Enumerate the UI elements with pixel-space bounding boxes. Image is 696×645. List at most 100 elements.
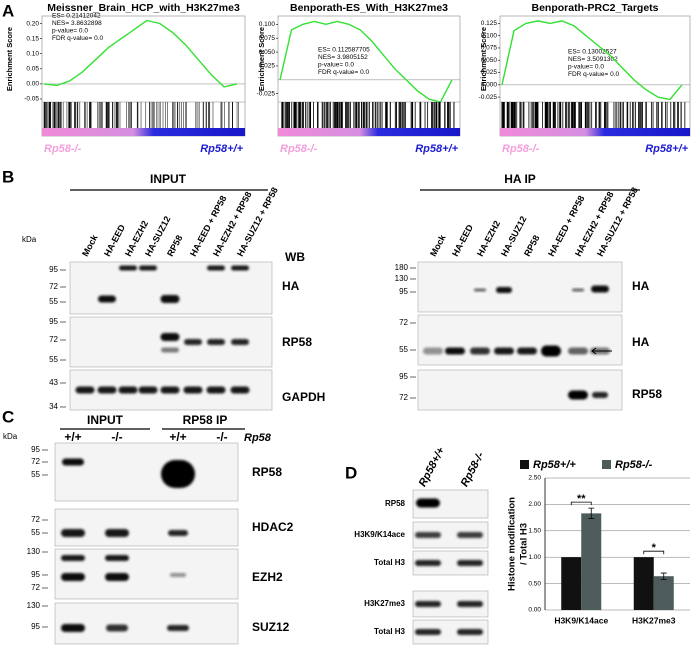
sig-bracket (643, 550, 665, 555)
lane-label: Rp58-/- (459, 450, 487, 489)
lane-label: +/+ (169, 430, 186, 444)
error-bar (660, 572, 667, 580)
stat-line: FDR q-value= 0.0 (318, 69, 370, 76)
lane-label: Mock (80, 232, 100, 258)
gsea-title: Meissner_Brain_HCP_with_H3K27me3 (47, 2, 240, 14)
lane-label: +/+ (64, 430, 81, 444)
mw-marker: 95 (31, 622, 40, 631)
stat-line: p-value= 0.0 (568, 64, 604, 71)
blot-label: Total H3 (374, 627, 406, 636)
error-bar (588, 507, 595, 520)
mw-marker: 95 (49, 317, 58, 326)
blot (417, 369, 623, 411)
group-label-pos: Rp58+/+ (415, 143, 458, 155)
lane-label: HA-SUZ12 + RP58 (595, 186, 640, 258)
lane-label: HA-EZH2 (475, 219, 502, 258)
band (119, 265, 137, 271)
band (105, 529, 129, 537)
lane-label: -/- (216, 430, 227, 444)
mw-marker: 130 (27, 547, 41, 556)
stat-line: ES= 0.13002527 (568, 49, 617, 56)
y-tick-label: 0.075 (259, 35, 276, 42)
band (415, 560, 441, 566)
y-tick-label: 0.50 (528, 580, 541, 587)
band (118, 386, 138, 394)
y-tick-label: 0.025 (481, 69, 498, 76)
band (231, 265, 249, 271)
legend-swatch (520, 460, 529, 469)
y-tick-label: 0.00 (528, 607, 541, 614)
panel-label: A (2, 1, 14, 20)
band (183, 386, 203, 394)
header: HA IP (504, 172, 536, 186)
stat-line: NES= 3.9805152 (318, 54, 368, 61)
y-tick-label: -0.025 (257, 90, 276, 97)
stat-line: p-value= 0.0 (52, 28, 88, 35)
mw-marker: 34 (49, 402, 58, 411)
mw-marker: 180 (395, 263, 409, 272)
band (167, 625, 189, 631)
mw-marker: 55 (31, 470, 40, 479)
wb: WB (285, 250, 305, 264)
y-tick-label: 0.10 (26, 50, 39, 57)
band (161, 347, 179, 353)
band (207, 265, 225, 271)
band (568, 390, 588, 400)
sig-bracket (570, 501, 592, 506)
blot (69, 261, 273, 315)
band (62, 458, 84, 466)
blot-label: Total H3 (374, 558, 406, 567)
band (75, 386, 95, 394)
panel-label: C (2, 407, 14, 426)
mw-marker: 72 (49, 335, 58, 344)
y-tick-label: 0.000 (481, 82, 498, 89)
y-tick-label: 0.050 (259, 49, 276, 56)
blot-label: EZH2 (252, 570, 283, 584)
y-tick-label: 2.00 (528, 501, 541, 508)
blot (54, 602, 239, 645)
band (457, 629, 483, 635)
band (494, 347, 514, 355)
y-tick-label: 0.125 (481, 20, 498, 27)
bar (633, 557, 654, 610)
y-axis-label: Histone modification (507, 497, 518, 591)
band (105, 573, 129, 581)
mw-marker: 95 (399, 372, 408, 381)
band (160, 295, 180, 303)
blot-label: HDAC2 (252, 520, 294, 534)
kda: kDa (22, 235, 37, 244)
panel-label: D (345, 463, 357, 482)
blot-label: RP58 (385, 499, 406, 508)
group-label-pos: Rp58+/+ (645, 143, 688, 155)
y-tick-label: 0.05 (26, 66, 39, 73)
group-label-neg: Rp58-/- (44, 143, 82, 155)
y-tick-label: -0.025 (479, 94, 498, 101)
band (139, 265, 157, 271)
group-label-neg: Rp58-/- (502, 143, 540, 155)
band (61, 555, 85, 561)
y-axis-label: Enrichment Score (257, 27, 266, 91)
blot-label: RP58 (282, 335, 312, 349)
band (592, 392, 608, 398)
mw-marker: 72 (399, 393, 408, 402)
band (206, 386, 226, 394)
blot-label: HA (632, 279, 650, 293)
mw-marker: 95 (399, 287, 408, 296)
band (160, 386, 180, 394)
y-tick-label: 1.50 (528, 528, 541, 535)
mw-marker: 72 (31, 515, 40, 524)
y-axis-label: Enrichment Score (5, 27, 14, 91)
mw-marker: 55 (49, 355, 58, 364)
rank-bar (500, 128, 690, 136)
mw-marker: 72 (31, 457, 40, 466)
mw-marker: 72 (399, 318, 408, 327)
band (457, 532, 483, 538)
bar (561, 557, 582, 610)
bar (653, 576, 674, 610)
band (591, 285, 609, 293)
band (423, 347, 443, 355)
gsea-title: Benporath-PRC2_Targets (532, 2, 659, 14)
group-label-pos: Rp58+/+ (200, 143, 243, 155)
blot-label: HA (282, 279, 300, 293)
band (170, 573, 186, 577)
